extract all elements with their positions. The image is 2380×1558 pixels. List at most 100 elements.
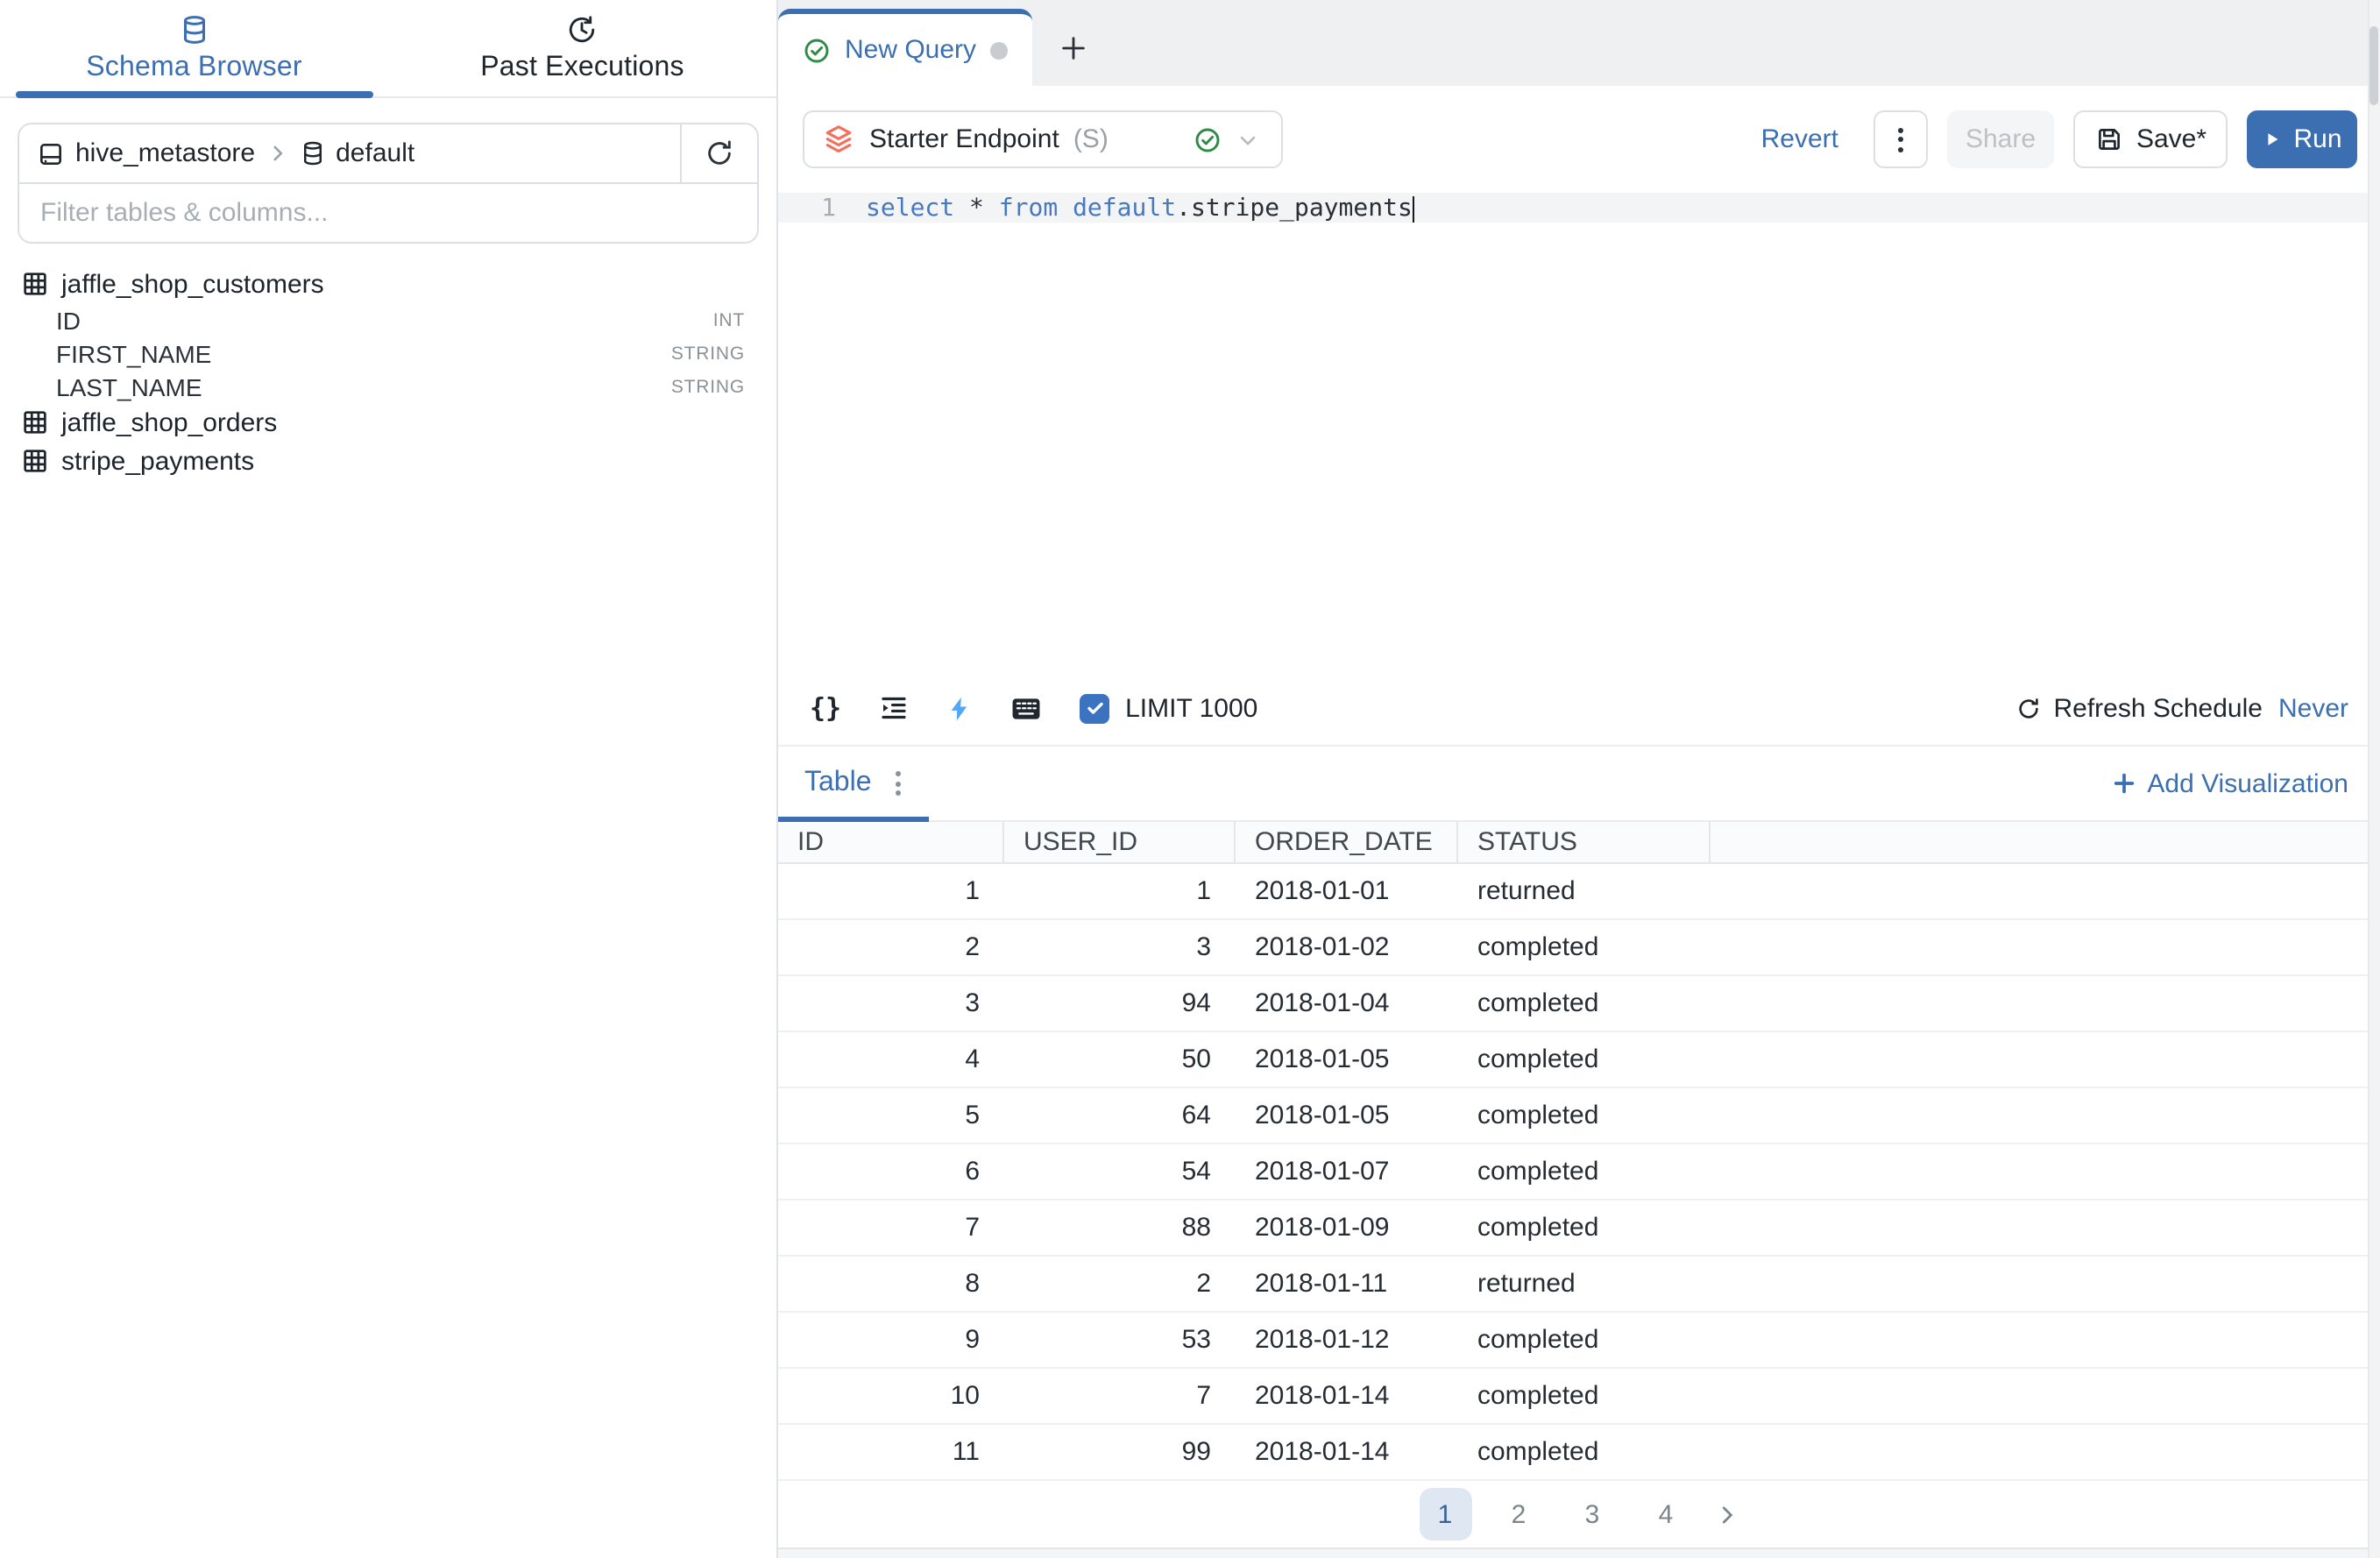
tab-new-query[interactable]: New Query [778, 9, 1033, 86]
table-name: stripe_payments [61, 446, 255, 476]
cell-user-id: 64 [1181, 1101, 1211, 1130]
cell-order-date: 2018-01-07 [1255, 1157, 1390, 1186]
save-button[interactable]: Save* [2073, 110, 2228, 168]
sql-token-from: from [998, 194, 1073, 222]
cell-status: completed [1477, 1157, 1599, 1186]
page-button-2[interactable]: 2 [1511, 1499, 1526, 1529]
tab-new-query-label: New Query [845, 35, 977, 65]
table-row: 1 1 2018-01-01 returned [778, 864, 2380, 920]
indent-icon[interactable] [878, 692, 910, 724]
table-row: 9 53 2018-01-12 completed [778, 1313, 2380, 1369]
table-tab-kebab-icon[interactable] [896, 771, 902, 796]
cell-status: completed [1477, 1045, 1599, 1074]
schema-database-icon [299, 140, 325, 166]
header-user-id[interactable]: USER_ID [1004, 822, 1236, 862]
cell-id: 10 [950, 1381, 980, 1411]
breadcrumb-schema[interactable]: default [336, 138, 415, 168]
cell-id: 2 [965, 932, 980, 962]
table-row: 2 3 2018-01-02 completed [778, 920, 2380, 976]
cell-status: returned [1477, 876, 1576, 906]
header-status[interactable]: STATUS [1458, 822, 1711, 862]
refresh-schedule-value[interactable]: Never [2277, 693, 2348, 723]
header-id[interactable]: ID [778, 822, 1004, 862]
cell-user-id: 1 [1196, 876, 1211, 906]
endpoint-size: (S) [1073, 124, 1109, 154]
table-item-stripe-payments[interactable]: stripe_payments [0, 442, 776, 480]
cell-status: completed [1477, 1213, 1599, 1243]
add-query-tab-button[interactable] [1032, 9, 1113, 86]
cell-id: 11 [952, 1437, 980, 1467]
table-name: jaffle_shop_orders [61, 407, 278, 437]
schema-refresh-button[interactable] [680, 124, 757, 182]
more-options-button[interactable] [1874, 110, 1928, 168]
lightning-icon[interactable] [946, 693, 973, 723]
tab-table-visualization[interactable]: Table [778, 747, 931, 822]
refresh-schedule-label: Refresh Schedule [2053, 693, 2263, 723]
table-item-jaffle-shop-orders[interactable]: jaffle_shop_orders [0, 403, 776, 442]
sql-code: select * from default.stripe_payments [866, 194, 1415, 222]
sql-token-schema: default [1073, 194, 1177, 222]
revert-button[interactable]: Revert [1760, 124, 1838, 154]
table-row: 10 7 2018-01-14 completed [778, 1369, 2380, 1425]
kebab-icon [1898, 127, 1903, 152]
scrollbar-thumb[interactable] [2369, 26, 2378, 105]
sql-editor[interactable]: 1 select * from default.stripe_payments [778, 193, 2380, 671]
cell-id: 5 [965, 1101, 980, 1130]
column-item-last-name[interactable]: LAST_NAME STRING [0, 370, 776, 403]
database-icon [179, 14, 210, 46]
add-visualization-label: Add Visualization [2147, 768, 2348, 798]
tab-past-executions[interactable]: Past Executions [388, 0, 776, 98]
schema-table-list: jaffle_shop_customers ID INT FIRST_NAME … [0, 265, 776, 480]
filter-tables-input[interactable] [19, 184, 757, 242]
table-row: 7 88 2018-01-09 completed [778, 1200, 2380, 1257]
format-braces-icon[interactable]: {} [810, 692, 842, 724]
column-item-id[interactable]: ID INT [0, 303, 776, 336]
tab-schema-browser[interactable]: Schema Browser [0, 0, 388, 98]
breadcrumb-path[interactable]: hive_metastore default [19, 124, 680, 182]
add-visualization-button[interactable]: Add Visualization [2112, 768, 2348, 798]
table-name: jaffle_shop_customers [61, 269, 324, 299]
endpoint-name: Starter Endpoint [869, 124, 1059, 154]
line-number: 1 [821, 194, 836, 222]
sql-token-table: stripe_payments [1190, 194, 1413, 222]
table-grid-icon [21, 270, 49, 298]
next-page-button[interactable] [1713, 1501, 1739, 1527]
page-button-4[interactable]: 4 [1658, 1499, 1674, 1529]
table-item-jaffle-shop-customers[interactable]: jaffle_shop_customers [0, 265, 776, 303]
header-order-date[interactable]: ORDER_DATE [1236, 822, 1458, 862]
pagination: 1 2 3 4 [778, 1481, 2380, 1547]
page-button-1[interactable]: 1 [1419, 1488, 1471, 1540]
plus-icon [2112, 771, 2136, 796]
page-button-3[interactable]: 3 [1584, 1499, 1600, 1529]
cell-order-date: 2018-01-11 [1255, 1269, 1388, 1299]
limit-toggle[interactable]: LIMIT 1000 [1080, 693, 1257, 723]
tab-schema-browser-label: Schema Browser [86, 53, 302, 82]
cell-order-date: 2018-01-12 [1255, 1325, 1390, 1355]
unsaved-dot-icon [990, 41, 1009, 59]
chevron-right-icon [266, 142, 288, 165]
limit-checkbox[interactable] [1080, 693, 1110, 723]
breadcrumb: hive_metastore default [19, 124, 757, 184]
main-panel: New Query Starter Endpoint ( [778, 0, 2380, 1558]
cell-order-date: 2018-01-14 [1255, 1381, 1390, 1411]
breadcrumb-catalog[interactable]: hive_metastore [75, 138, 256, 168]
run-button-label: Run [2293, 124, 2342, 154]
cell-id: 3 [965, 988, 980, 1018]
cell-id: 7 [965, 1213, 980, 1243]
endpoint-selector[interactable]: Starter Endpoint (S) [803, 110, 1283, 168]
cell-status: completed [1477, 1381, 1599, 1411]
editor-line-1[interactable]: 1 select * from default.stripe_payments [778, 193, 2380, 223]
share-button[interactable]: Share [1947, 110, 2054, 168]
keyboard-shortcuts-icon[interactable] [1009, 693, 1043, 723]
column-item-first-name[interactable]: FIRST_NAME STRING [0, 336, 776, 370]
run-button[interactable]: Run [2247, 110, 2357, 168]
endpoint-stack-icon [822, 123, 855, 156]
horizontal-scrollbar-track[interactable] [778, 1547, 2380, 1558]
cell-user-id: 7 [1196, 1381, 1211, 1411]
table-row: 3 94 2018-01-04 completed [778, 976, 2380, 1032]
cell-order-date: 2018-01-02 [1255, 932, 1390, 962]
tab-table-label: Table [804, 768, 872, 797]
scrollbar-track[interactable] [2368, 0, 2380, 1558]
column-name: FIRST_NAME [56, 339, 212, 367]
